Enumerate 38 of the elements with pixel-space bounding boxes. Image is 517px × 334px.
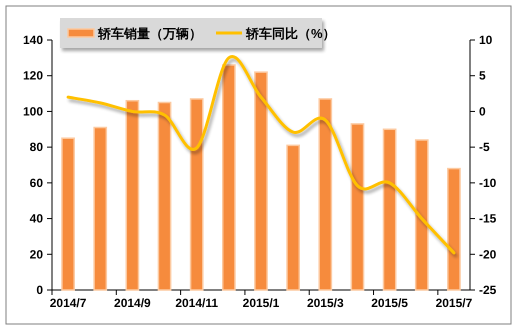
legend-label: 轿车销量（万辆） [97, 26, 202, 41]
bar [222, 64, 236, 291]
y2-tick-label: -20 [479, 247, 497, 262]
y2-tick-label: -25 [479, 283, 497, 297]
y-tick-label: 40 [30, 212, 44, 226]
y2-tick-label: -15 [479, 212, 497, 226]
bar [286, 144, 300, 291]
x-tick-label: 2015/7 [436, 296, 473, 310]
y2-tick-label: 10 [479, 33, 493, 47]
bar [93, 126, 108, 291]
bar [318, 98, 332, 291]
bar [126, 100, 140, 291]
bar [447, 168, 461, 291]
y-tick-label: 120 [22, 68, 44, 83]
y2-tick-label: -10 [479, 176, 497, 190]
y-tick-label: 80 [30, 140, 44, 154]
x-tick-label: 2014/7 [50, 296, 87, 310]
legend-label: 轿车同比（%） [245, 26, 336, 41]
x-tick-label: 2015/1 [242, 296, 280, 310]
bar [61, 137, 75, 291]
y-tick-label: 140 [22, 33, 44, 47]
bar [414, 139, 429, 291]
x-tick-label: 2015/3 [306, 296, 344, 310]
y-tick-label: 0 [36, 283, 44, 297]
bar [254, 71, 268, 291]
bar [190, 98, 204, 291]
x-tick-label: 2014/9 [114, 296, 152, 310]
y2-tick-label: 0 [479, 104, 486, 118]
bar [350, 123, 364, 291]
y-tick-label: 20 [30, 247, 44, 262]
x-tick-label: 2014/11 [175, 296, 218, 310]
bar [158, 102, 172, 291]
y2-tick-label: 5 [479, 68, 486, 83]
x-tick-label: 2015/5 [371, 296, 408, 310]
bar [382, 128, 396, 291]
y2-tick-label: -5 [479, 140, 490, 154]
y-tick-label: 60 [30, 176, 44, 190]
y-tick-label: 100 [22, 104, 44, 118]
